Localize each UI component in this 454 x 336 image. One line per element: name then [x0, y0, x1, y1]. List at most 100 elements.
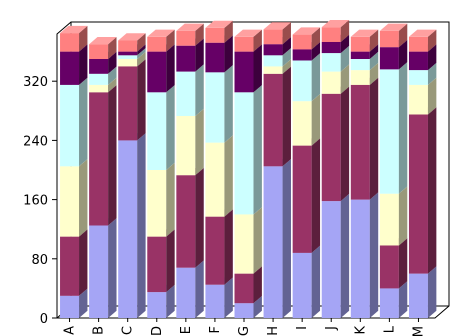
y-tick-label: 320 [23, 75, 48, 90]
bar-side [224, 35, 233, 73]
bar-front [350, 84, 370, 200]
bar-segment-M-0 [408, 266, 437, 318]
bar-side [224, 65, 233, 143]
bar-top [118, 33, 146, 41]
bar-segment-C-0 [118, 133, 146, 318]
bar-front [263, 55, 283, 67]
bar-side [137, 44, 146, 56]
bar-front [379, 30, 399, 48]
bar-side [369, 51, 379, 71]
bar-front [292, 34, 312, 50]
bar-side [311, 53, 321, 102]
y-tick-label: 0 [40, 312, 48, 327]
x-tick-label: A [63, 326, 78, 335]
bar-side [195, 64, 204, 116]
bar-side [427, 62, 437, 85]
bar-side [282, 59, 291, 74]
bar-side [166, 284, 175, 318]
bar-front [176, 71, 196, 116]
bar-side [224, 135, 233, 217]
x-tick-label: G [237, 326, 252, 336]
x-tick-label: I [295, 326, 310, 330]
bar-front [234, 36, 254, 52]
bar-side [427, 107, 437, 274]
bar-segment-K-1 [350, 77, 379, 200]
bar-side [137, 51, 146, 67]
bar-segment-E-5 [176, 23, 204, 46]
bar-side [79, 159, 88, 237]
bar-front [350, 199, 370, 318]
bar-segment-A-3 [60, 77, 88, 167]
bar-side [137, 133, 146, 318]
bar-side [398, 281, 408, 318]
y-tick-label: 160 [23, 194, 48, 209]
bar-front [234, 273, 254, 304]
bar-front [234, 51, 254, 93]
bar-segment-F-2 [205, 135, 233, 217]
bar-side [253, 296, 262, 318]
x-tick-label: H [266, 326, 281, 336]
bar-side [108, 37, 117, 59]
x-tick-label: K [353, 326, 368, 335]
bar-side [253, 29, 262, 52]
bar-side [137, 59, 146, 141]
bar-front [321, 53, 341, 72]
bar-segment-J-1 [321, 86, 350, 202]
bar-front [205, 42, 225, 73]
bar-side [398, 238, 408, 289]
bar-front [379, 288, 399, 318]
x-axis-ticks: A B C D E F G H I J K L M [63, 318, 426, 336]
bar-front [60, 236, 80, 296]
bar-side [137, 33, 146, 52]
bar-segment-I-0 [292, 245, 321, 318]
x-tick-label: M [411, 326, 426, 336]
bar-side [224, 209, 233, 285]
bar-side [79, 44, 88, 85]
bar-segment-E-3 [176, 64, 204, 116]
bar-front [292, 49, 312, 61]
bar-front [60, 166, 80, 237]
bar-front [234, 303, 254, 318]
bar-segment-G-5 [234, 29, 262, 52]
bar-front [408, 36, 428, 52]
bar-side [427, 44, 437, 71]
bar-segment-D-2 [147, 162, 175, 237]
bar-top [147, 29, 175, 37]
bar-front [147, 36, 167, 52]
bar-side [340, 34, 350, 54]
bar-segment-F-5 [205, 20, 233, 43]
bar-front [379, 193, 399, 246]
bar-top [263, 22, 291, 30]
bar-segment-F-3 [205, 65, 233, 143]
bar-segment-A-5 [60, 25, 88, 52]
bar-side [195, 38, 204, 72]
x-tick-label: F [208, 326, 223, 333]
bar-front [379, 47, 399, 70]
bar-front [292, 252, 312, 318]
bar-front [263, 73, 283, 167]
bar-side [195, 108, 204, 176]
bar-front [176, 45, 196, 72]
x-tick-label: D [150, 326, 165, 336]
bar-front [263, 29, 283, 45]
bar-top [292, 27, 321, 35]
bar-side [398, 23, 408, 48]
bar-side [108, 85, 117, 226]
bar-front [379, 245, 399, 289]
bar-side [398, 186, 408, 246]
bar-front [263, 44, 283, 56]
bar-front [176, 30, 196, 46]
bar-side [311, 93, 321, 146]
bar-front [350, 70, 370, 85]
bar-top [379, 23, 408, 31]
bar-side [253, 85, 262, 215]
bar-segment-L-1 [379, 238, 408, 289]
bar-front [321, 93, 341, 202]
bar-side [427, 77, 437, 115]
bar-front [408, 70, 428, 85]
bar-side [369, 44, 379, 59]
bar-front [60, 84, 80, 167]
bar-side [79, 77, 88, 167]
bar-front [89, 84, 109, 93]
bar-side [224, 20, 233, 43]
